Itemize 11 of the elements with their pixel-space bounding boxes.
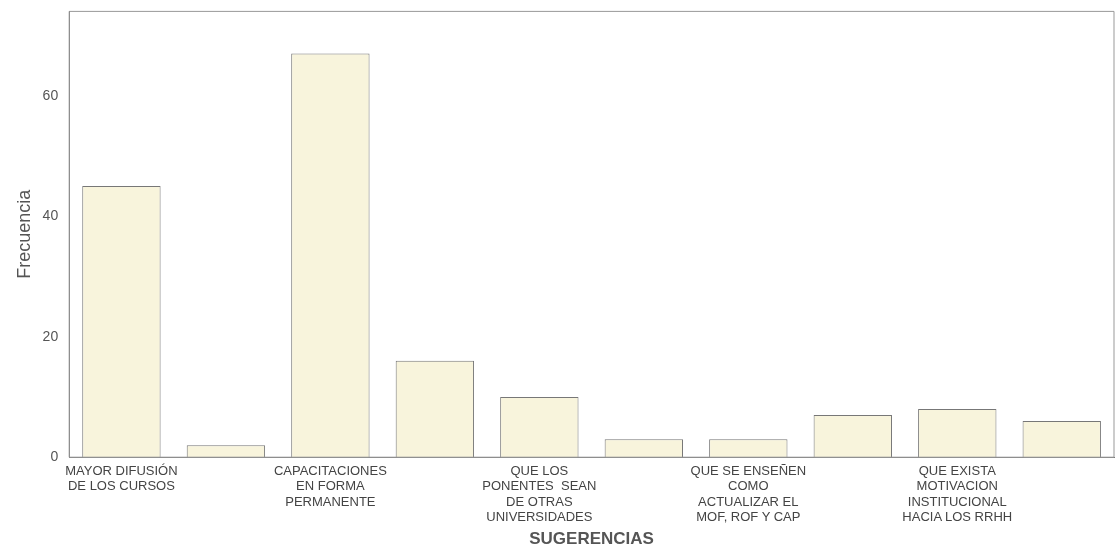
y-tick-label: 0 bbox=[50, 448, 59, 465]
x-tick-label: CAPACITACIONES EN FORMA PERMANENTE bbox=[273, 462, 388, 509]
x-tick-label: QUE SE ENSEÑEN COMO ACTUALIZAR EL MOF, ROF Y CAP bbox=[690, 462, 807, 525]
x-tick-label: MAYOR DIFUSIÓN DE LOS CURSOS bbox=[65, 462, 178, 494]
y-tick-label: 40 bbox=[42, 207, 59, 224]
y-axis-title: Frecuencia bbox=[13, 188, 34, 279]
y-tick-label: 60 bbox=[42, 86, 59, 103]
y-tick-label: 20 bbox=[42, 327, 59, 344]
x-axis-title: SUGERENCIAS bbox=[529, 529, 654, 549]
x-tick-label: QUE LOS PONENTES SEAN DE OTRAS UNIVERSIDADES bbox=[482, 462, 597, 525]
x-tick-label: QUE EXISTA MOTIVACION INSTITUCIONAL HACIA LOS RRHH bbox=[902, 462, 1013, 525]
